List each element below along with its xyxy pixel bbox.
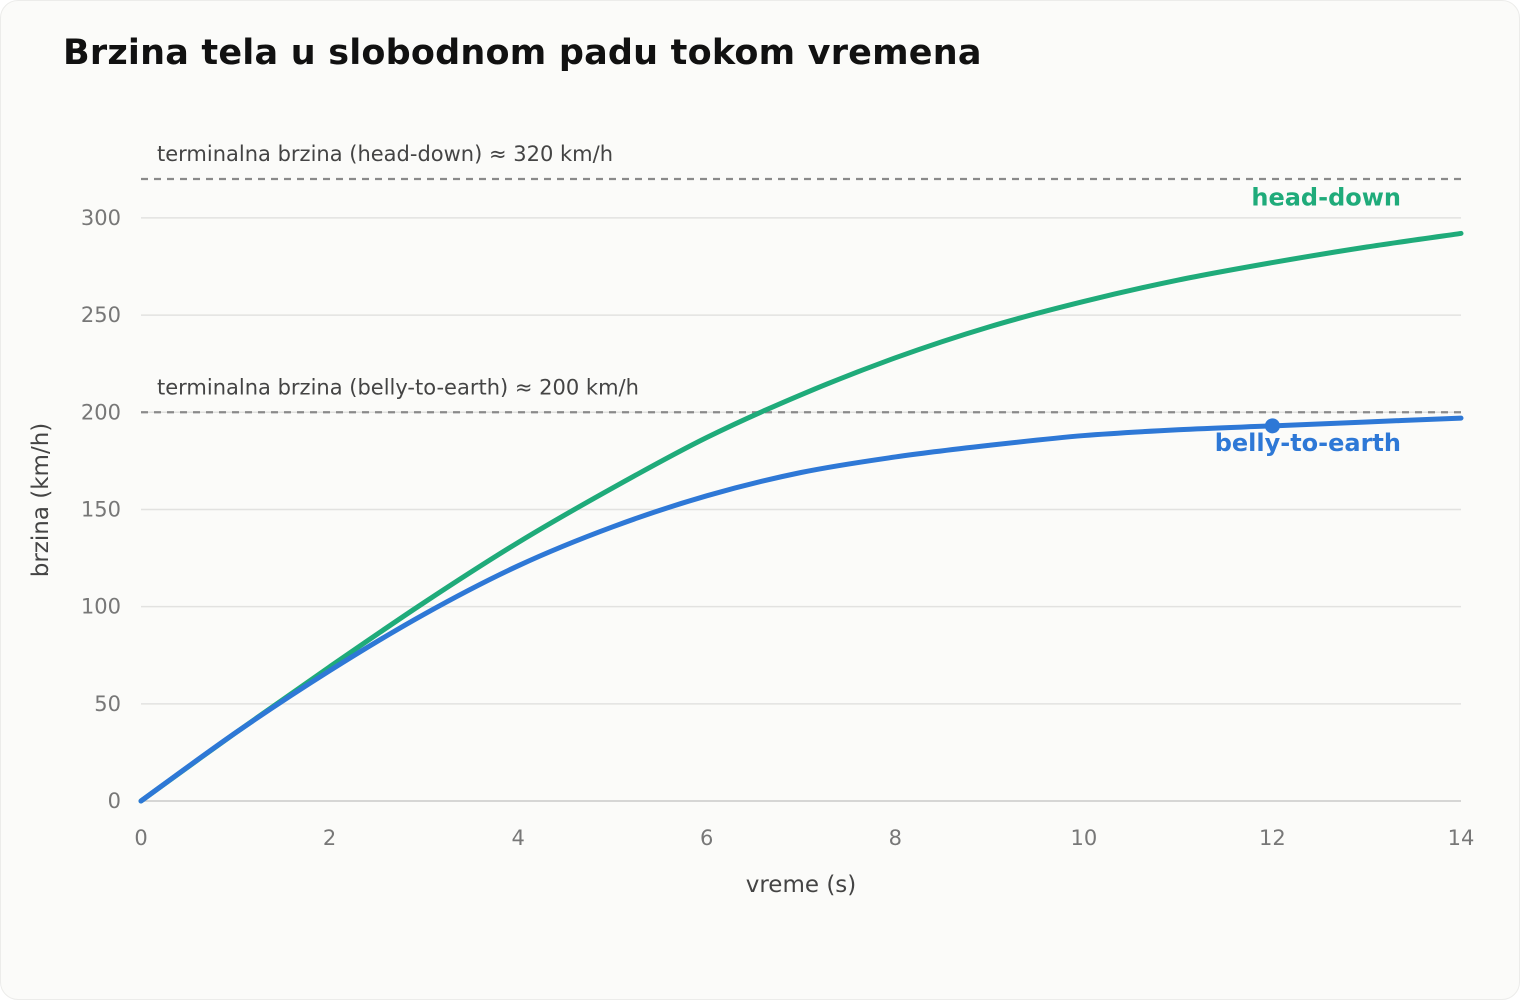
x-tick-label-0: 0 [134,826,147,850]
reference-line-label-0: terminalna brzina (head-down) ≈ 320 km/h [157,142,613,166]
y-axis-title: brzina (km/h) [28,423,54,578]
x-tick-label-8: 8 [889,826,902,850]
y-tick-label-0: 0 [108,789,121,813]
series-lines [138,230,1464,804]
grid-lines [141,217,1461,705]
x-tick-label-10: 10 [1070,826,1097,850]
series-line-belly-to-earth [138,415,1464,804]
series-line-head-down [138,230,1464,804]
series-labels: head-down belly-to-earth [1215,183,1401,457]
y-tick-label-100: 100 [81,595,121,619]
y-tick-label-300: 300 [81,206,121,230]
x-tick-label-2: 2 [323,826,336,850]
tick-labels: 0 50 100 150 200 250 300 0 2 4 6 8 10 12 14 [81,206,1474,850]
series-label-belly-to-earth: belly-to-earth [1215,429,1401,457]
chart-title: Brzina tela u slobodnom padu tokom vreme… [63,33,982,73]
series-marker-belly-to-earth [1264,418,1280,434]
y-tick-label-150: 150 [81,497,121,521]
y-tick-label-250: 250 [81,303,121,327]
series-label-head-down: head-down [1251,183,1401,211]
reference-lines: terminalna brzina (head-down) ≈ 320 km/h… [141,142,1461,414]
x-tick-label-12: 12 [1259,826,1286,850]
y-tick-label-50: 50 [94,692,121,716]
x-tick-label-6: 6 [700,826,713,850]
reference-line-label-1: terminalna brzina (belly-to-earth) ≈ 200… [157,375,639,399]
x-tick-label-14: 14 [1448,826,1475,850]
x-tick-label-4: 4 [511,826,524,850]
y-tick-label-200: 200 [81,400,121,424]
x-axis-title: vreme (s) [746,872,857,898]
